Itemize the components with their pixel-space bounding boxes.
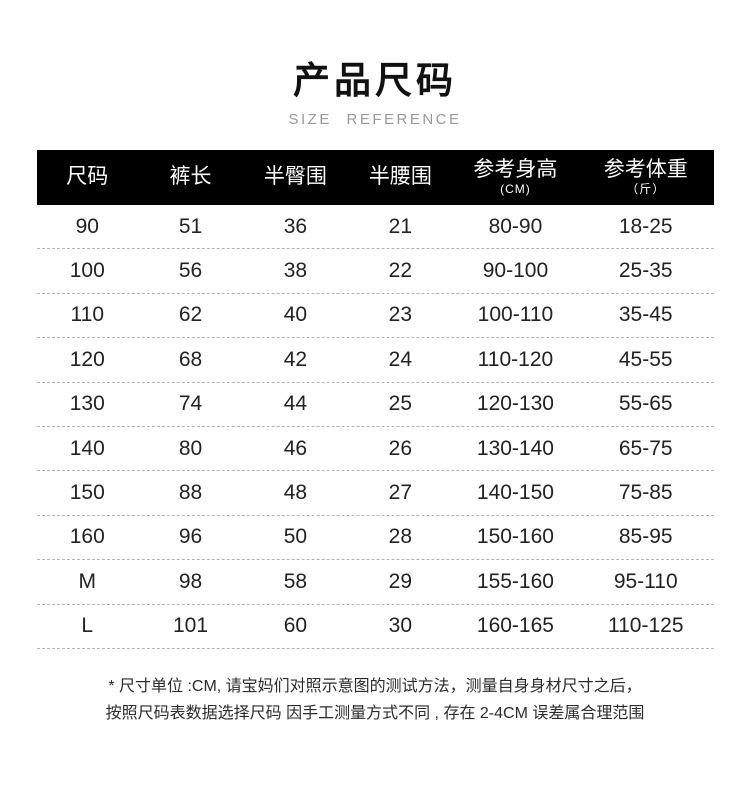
column-header-label: 裤长 [169, 165, 212, 189]
column-header: 半腰围 [348, 166, 453, 188]
table-row: 90 51 36 21 80-90 18-25 [36, 205, 714, 250]
table-cell: 50 [283, 525, 308, 549]
table-cell: 160-165 [476, 614, 554, 638]
table-cell: 30 [388, 614, 413, 638]
page-subtitle: SIZE REFERENCE [288, 111, 462, 128]
table-row: L 101 60 30 160-165 110-125 [36, 605, 714, 649]
table-cell: 46 [283, 436, 308, 460]
table-row: 150 88 48 27 140-150 75-85 [36, 471, 714, 516]
table-cell: 110-125 [607, 614, 684, 638]
table-cell: 58 [283, 569, 308, 593]
table-cell: 90-100 [482, 259, 549, 283]
table-cell: 48 [283, 481, 308, 505]
footer-note-line1: * 尺寸单位 :CM, 请宝妈们对照示意图的测试方法，测量自身身材尺寸之后， [108, 677, 642, 695]
table-cell: 100 [69, 259, 105, 283]
table-cell: 29 [388, 569, 413, 593]
table-cell: 120-130 [476, 392, 554, 416]
table-cell: M [78, 569, 97, 593]
table-body: 90 51 36 21 80-90 18-25 100 56 38 22 90-… [36, 205, 714, 649]
table-row: 140 80 46 26 130-140 65-75 [36, 427, 714, 472]
column-header-label: 尺码 [66, 165, 109, 189]
table-cell: 42 [283, 347, 308, 371]
table-cell: 140-150 [476, 481, 554, 505]
table-cell: 130 [69, 392, 105, 416]
table-cell: 96 [178, 525, 203, 549]
table-cell: 62 [178, 303, 203, 327]
table-cell: 160 [69, 525, 105, 549]
column-header: 参考体重 （斤） [578, 159, 713, 196]
column-header-label: 半臀围 [263, 165, 327, 189]
table-cell: 95-110 [613, 569, 678, 593]
table-cell: 150 [69, 481, 105, 505]
column-header-unit: (CM) [500, 182, 531, 197]
table-cell: 85-95 [618, 525, 673, 549]
table-cell: 120 [69, 347, 105, 371]
table-cell: 40 [283, 303, 308, 327]
table-cell: 44 [283, 392, 308, 416]
table-cell: 100-110 [477, 303, 554, 327]
table-cell: 22 [388, 259, 413, 283]
size-table: 尺码 裤长 半臀围 半腰围 参考身高 (CM) 参考体重 （斤） 90 51 3… [36, 150, 714, 649]
table-cell: 18-25 [618, 214, 673, 238]
table-cell: 35-45 [618, 303, 673, 327]
table-row: 160 96 50 28 150-160 85-95 [36, 516, 714, 561]
table-cell: 90 [75, 214, 99, 238]
page-title: 产品尺码 [293, 60, 457, 101]
table-header-row: 尺码 裤长 半臀围 半腰围 参考身高 (CM) 参考体重 （斤） [36, 150, 714, 205]
table-row: 100 56 38 22 90-100 25-35 [36, 249, 714, 294]
table-cell: 140 [69, 436, 105, 460]
table-cell: 80-90 [488, 214, 543, 238]
column-header-label: 参考身高 [473, 158, 558, 182]
table-cell: 24 [388, 347, 413, 371]
table-cell: 55-65 [618, 392, 673, 416]
footer-note: * 尺寸单位 :CM, 请宝妈们对照示意图的测试方法，测量自身身材尺寸之后， 按… [0, 673, 750, 727]
table-row: 110 62 40 23 100-110 35-45 [36, 294, 714, 339]
table-cell: 25-35 [618, 259, 673, 283]
column-header-unit: （斤） [626, 182, 666, 197]
table-cell: 110-120 [477, 347, 554, 371]
table-cell: 80 [178, 436, 203, 460]
table-cell: 74 [178, 392, 203, 416]
table-row: M 98 58 29 155-160 95-110 [36, 560, 714, 605]
table-cell: 28 [388, 525, 413, 549]
table-cell: 110 [70, 303, 105, 327]
table-cell: L [81, 614, 94, 638]
table-cell: 45-55 [618, 347, 673, 371]
column-header-label: 半腰围 [368, 165, 432, 189]
table-row: 120 68 42 24 110-120 45-55 [36, 338, 714, 383]
column-header: 参考身高 (CM) [453, 159, 578, 196]
table-cell: 75-85 [618, 481, 673, 505]
table-cell: 56 [178, 259, 203, 283]
table-cell: 51 [178, 214, 203, 238]
size-reference-page: 产品尺码 SIZE REFERENCE 尺码 裤长 半臀围 半腰围 参考身高 (… [0, 50, 750, 800]
table-cell: 65-75 [618, 436, 673, 460]
column-header: 裤长 [138, 166, 243, 188]
table-cell: 26 [388, 436, 413, 460]
table-cell: 23 [388, 303, 413, 327]
table-cell: 68 [178, 347, 203, 371]
table-cell: 101 [172, 614, 209, 638]
table-cell: 36 [283, 214, 308, 238]
table-cell: 130-140 [476, 436, 554, 460]
table-row: 130 74 44 25 120-130 55-65 [36, 383, 714, 427]
table-cell: 25 [388, 392, 413, 416]
table-cell: 98 [178, 569, 203, 593]
column-header: 半臀围 [243, 166, 348, 188]
table-cell: 27 [388, 481, 413, 505]
table-cell: 155-160 [476, 569, 554, 593]
column-header: 尺码 [37, 166, 139, 188]
footer-note-line2: 按照尺码表数据选择尺码 因手工测量方式不同 , 存在 2-4CM 误差属合理范围 [105, 704, 645, 722]
table-cell: 88 [178, 481, 203, 505]
table-cell: 150-160 [476, 525, 554, 549]
table-cell: 21 [388, 214, 413, 238]
table-cell: 38 [283, 259, 308, 283]
column-header-label: 参考体重 [603, 158, 688, 182]
table-cell: 60 [283, 614, 308, 638]
